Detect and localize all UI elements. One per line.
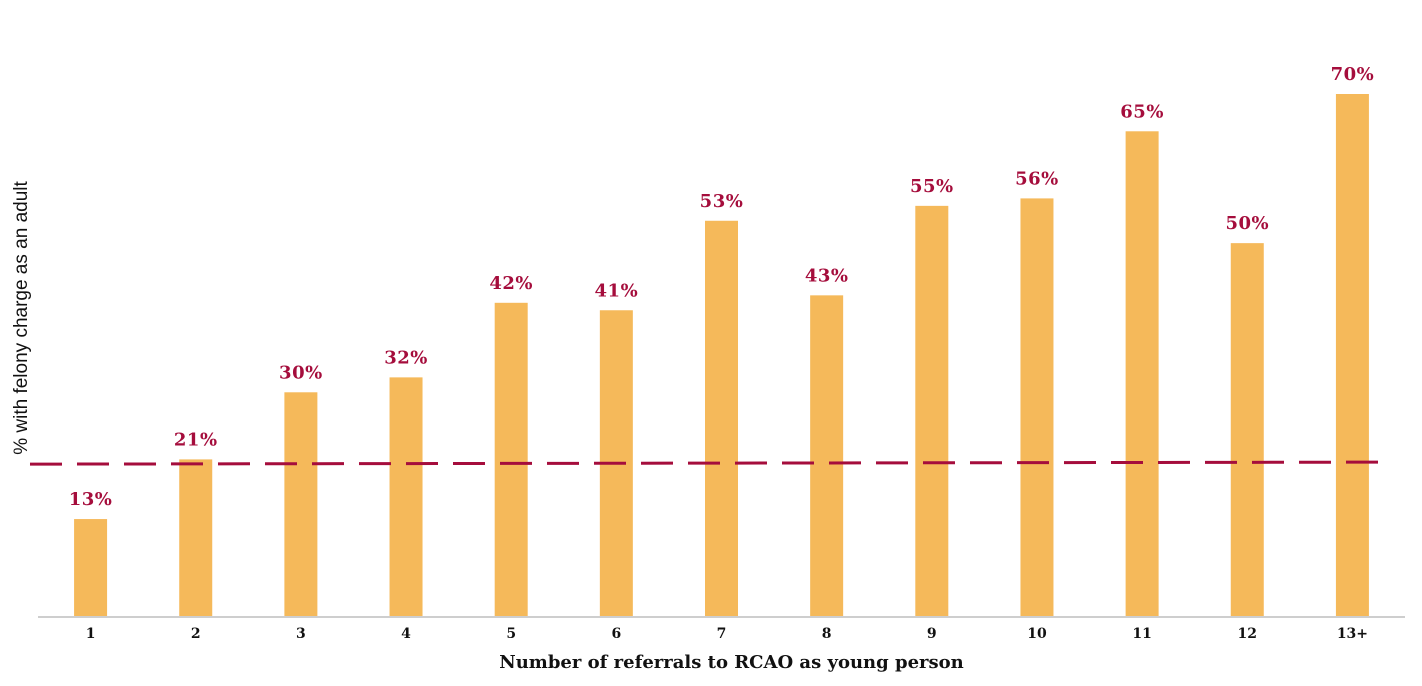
value-label-2: 21% bbox=[174, 429, 218, 450]
bar-11 bbox=[1125, 131, 1159, 617]
value-label-3: 30% bbox=[279, 362, 323, 383]
value-label-6: 41% bbox=[595, 280, 639, 301]
value-label-5: 42% bbox=[489, 273, 533, 294]
x-tick-label-1: 1 bbox=[86, 626, 96, 642]
value-labels: 13% 21% 30% 32% 42% 41% 53% 43% 55% 56% 65% 50% 70% bbox=[69, 64, 1375, 510]
x-tick-label-4: 4 bbox=[401, 626, 411, 642]
bar-3 bbox=[284, 392, 318, 616]
bar-2 bbox=[179, 459, 213, 616]
value-label-13+: 70% bbox=[1331, 64, 1375, 85]
bar-5 bbox=[494, 302, 528, 616]
bar-1 bbox=[74, 519, 108, 616]
value-label-11: 65% bbox=[1120, 101, 1164, 122]
y-axis-label: % with felony charge as an adult bbox=[11, 181, 32, 455]
x-tick-label-2: 2 bbox=[191, 626, 201, 642]
bars bbox=[74, 94, 1369, 617]
bar-4 bbox=[389, 377, 423, 616]
value-label-7: 53% bbox=[700, 191, 744, 212]
bar-7 bbox=[705, 220, 738, 616]
x-tick-labels: 1 2 3 4 5 6 7 8 9 10 11 12 13+ bbox=[86, 626, 1368, 642]
x-tick-label-13+: 13+ bbox=[1337, 626, 1368, 642]
x-tick-label-7: 7 bbox=[717, 626, 727, 642]
x-tick-label-3: 3 bbox=[296, 626, 306, 642]
value-label-4: 32% bbox=[384, 347, 428, 368]
bar-9 bbox=[915, 205, 949, 616]
value-label-1: 13% bbox=[69, 489, 113, 510]
x-tick-label-9: 9 bbox=[927, 626, 937, 642]
value-label-9: 55% bbox=[910, 176, 954, 197]
x-axis-label: Number of referrals to RCAO as young per… bbox=[499, 652, 963, 673]
bar-10 bbox=[1020, 198, 1054, 616]
bar-8 bbox=[810, 295, 844, 616]
x-tick-label-11: 11 bbox=[1132, 626, 1151, 642]
value-label-8: 43% bbox=[805, 265, 849, 286]
x-tick-label-6: 6 bbox=[611, 626, 621, 642]
x-tick-label-5: 5 bbox=[506, 626, 516, 642]
value-label-10: 56% bbox=[1015, 168, 1059, 189]
value-label-12: 50% bbox=[1225, 213, 1269, 234]
bar-13+ bbox=[1335, 94, 1369, 616]
x-tick-label-8: 8 bbox=[822, 626, 832, 642]
x-tick-label-10: 10 bbox=[1027, 626, 1047, 642]
x-tick-label-12: 12 bbox=[1238, 626, 1257, 642]
bar-12 bbox=[1230, 243, 1264, 616]
reference-line bbox=[29, 460, 1386, 466]
